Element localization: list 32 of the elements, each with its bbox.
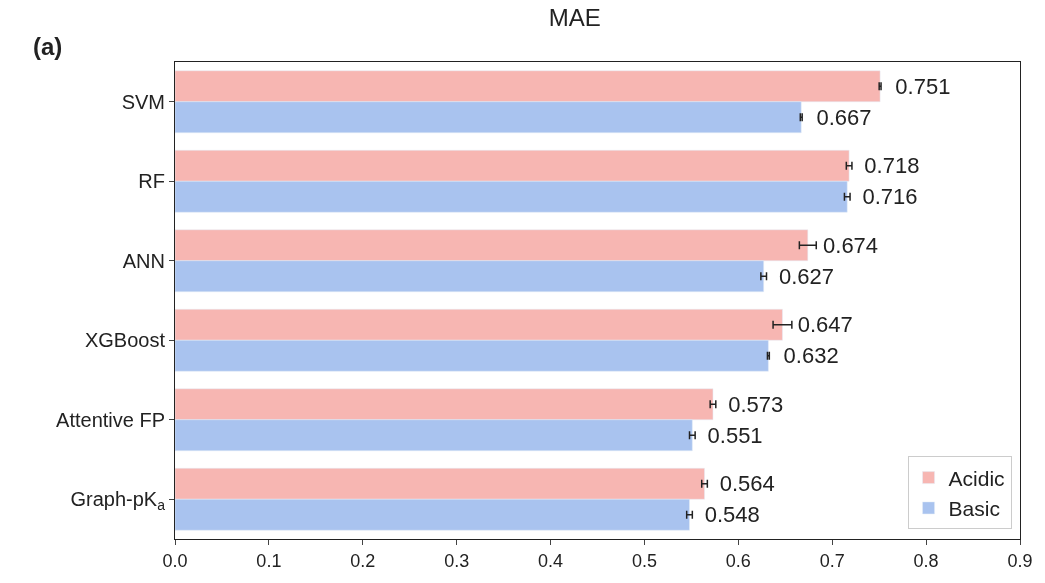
y-tick-label: SVM xyxy=(121,90,165,113)
data-label: 0.647 xyxy=(785,312,853,338)
x-tick-label: 0.4 xyxy=(538,550,564,571)
y-tick-label: Attentive FP xyxy=(56,408,165,431)
data-label: 0.627 xyxy=(766,263,834,289)
data-label: 0.751 xyxy=(883,73,951,99)
y-tick-label: Graph-pK$_{a}$ xyxy=(70,488,166,514)
data-label: 0.573 xyxy=(715,391,784,417)
data-label: 0.564 xyxy=(707,471,775,497)
data-label: 0.718 xyxy=(852,153,920,179)
x-tick-label: 0.1 xyxy=(256,550,282,571)
x-tick-label: 0.5 xyxy=(631,550,657,571)
chart-title: MAE xyxy=(548,3,601,31)
text: (a) xyxy=(33,33,63,60)
legend-label: Basic xyxy=(948,497,1000,521)
y-tick-label: XGBoost xyxy=(84,329,166,352)
data-label: 0.551 xyxy=(695,422,763,448)
x-tick-label: 0.3 xyxy=(444,550,470,571)
x-tick-label: 0.0 xyxy=(162,550,188,571)
y-tick-label: RF xyxy=(138,170,165,193)
data-label: 0.548 xyxy=(692,502,760,528)
x-tick-label: 0.6 xyxy=(725,550,751,571)
data-label: 0.632 xyxy=(771,343,839,369)
legend-label: Acidic xyxy=(948,466,1005,490)
x-tick-label: 0.2 xyxy=(350,550,376,571)
data-label: 0.716 xyxy=(850,184,918,210)
x-tick-label: 0.7 xyxy=(819,550,845,571)
x-tick-label: 0.9 xyxy=(1007,550,1033,571)
data-label: 0.667 xyxy=(804,104,872,130)
data-label: 0.674 xyxy=(810,232,879,258)
y-tick-label: ANN xyxy=(122,249,165,272)
x-tick-label: 0.8 xyxy=(913,550,939,571)
